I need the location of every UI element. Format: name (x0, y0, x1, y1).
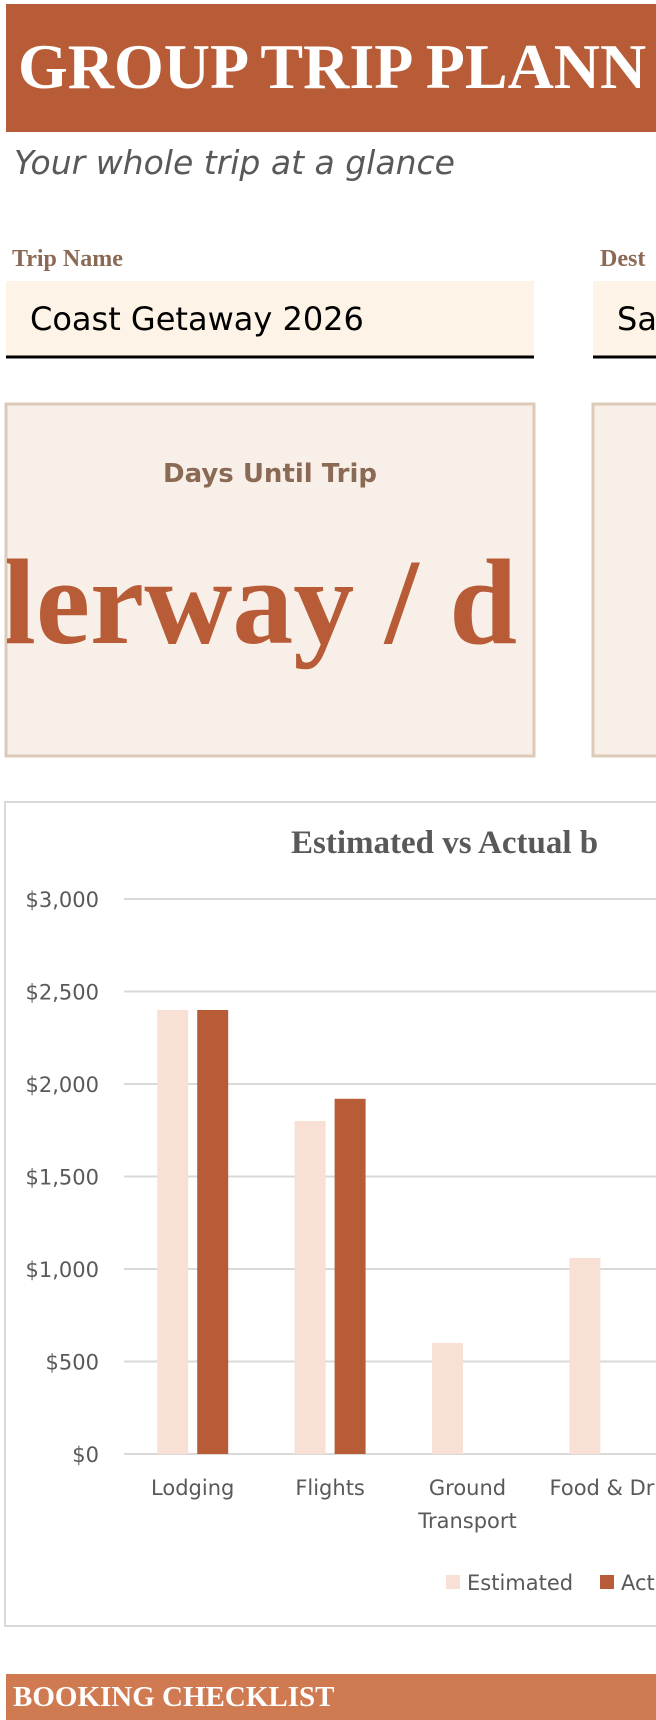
y-tick-label: $3,000 (26, 888, 99, 912)
x-tick-label-box: Food & Dri (549, 1476, 656, 1500)
field-label: Trip Name (12, 246, 123, 272)
y-tick-label: $0 (72, 1443, 99, 1467)
card (4, 402, 536, 758)
y-tick-label: $500 (46, 1351, 99, 1375)
header-title: GROUP TRIP PLANN (18, 31, 646, 102)
card-value: lerway / d (2, 535, 517, 670)
plot: $0 $500 $1,000 $1,500 $2,000 $2,500 $3,000 Lodg… (26, 888, 656, 1595)
field-value: Coast Getaway 2026 (30, 300, 364, 338)
bar (432, 1343, 463, 1454)
y-tick-label: $2,000 (26, 1073, 99, 1097)
bar (334, 1098, 366, 1454)
field-value: Sa (617, 300, 656, 338)
x-tick-label: Food & Dri (549, 1476, 656, 1500)
x-tick-label-box: Ground Transport (418, 1476, 517, 1533)
card-label: Days Until Trip (163, 459, 377, 489)
x-tick-label: Lodging (151, 1476, 235, 1500)
field-box (6, 281, 534, 357)
header-subtitle: Your whole trip at a glance (14, 143, 455, 182)
bar (197, 1010, 229, 1454)
legend-swatch (446, 1575, 460, 1589)
field-box (593, 281, 656, 357)
chart-frame (4, 801, 656, 1627)
x-tick-label-box: Flights (295, 1476, 365, 1500)
y-tick-label: $1,000 (26, 1258, 99, 1282)
x-tick-label: Ground Transport (418, 1476, 517, 1533)
x-tick-label-box: Lodging (151, 1476, 235, 1500)
card-value-clip: lerway / d (2, 535, 517, 670)
header-band (6, 4, 656, 132)
bar (157, 1010, 189, 1454)
legend-label: Estimated (467, 1571, 573, 1595)
field-label: Dest (600, 246, 645, 272)
section-title: BOOKING CHECKLIST (13, 1681, 335, 1713)
legend-swatch (600, 1575, 614, 1589)
bar (569, 1257, 601, 1454)
x-tick-label: Flights (295, 1476, 365, 1500)
bar (294, 1121, 326, 1454)
y-tick-label: $2,500 (26, 981, 99, 1005)
y-tick-label: $1,500 (26, 1166, 99, 1190)
section-band (6, 1674, 656, 1720)
chart-title: Estimated vs Actual b (291, 825, 598, 861)
card (591, 402, 656, 758)
legend-label: Act (621, 1571, 655, 1595)
